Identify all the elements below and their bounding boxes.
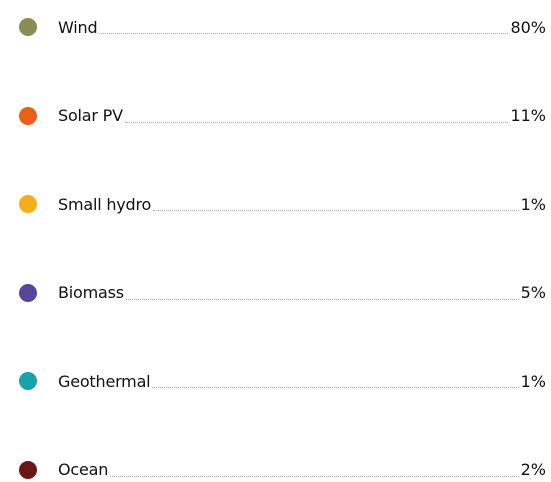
item-value: 2%: [520, 460, 546, 480]
legend-row: Solar PV 11%: [0, 105, 551, 127]
legend-row: Wind 80%: [0, 16, 551, 38]
color-dot: [19, 460, 37, 479]
dotted-leader: [99, 33, 509, 34]
item-value: 80%: [510, 17, 546, 37]
item-label: Ocean: [58, 460, 109, 480]
item-label: Wind: [58, 17, 98, 37]
dotted-leader: [153, 210, 519, 212]
legend-row: Small hydro 1%: [0, 193, 551, 215]
item-value: 5%: [520, 283, 546, 303]
item-value: 1%: [520, 371, 546, 391]
item-label: Geothermal: [58, 371, 151, 391]
dotted-leader: [152, 387, 519, 389]
item-label: Biomass: [58, 283, 124, 303]
item-value: 11%: [510, 106, 546, 126]
color-dot: [19, 195, 37, 214]
dotted-leader: [125, 298, 519, 300]
item-label: Small hydro: [58, 194, 152, 214]
legend-row: Ocean 2%: [0, 459, 551, 481]
color-dot: [19, 106, 37, 125]
item-label: Solar PV: [58, 106, 123, 126]
dotted-leader: [110, 475, 519, 477]
color-dot: [19, 283, 37, 302]
legend-row: Geothermal 1%: [0, 370, 551, 392]
legend-row: Biomass 5%: [0, 282, 551, 304]
color-dot: [19, 18, 37, 36]
color-dot: [19, 372, 37, 391]
dotted-leader: [124, 121, 509, 123]
item-value: 1%: [520, 194, 546, 214]
